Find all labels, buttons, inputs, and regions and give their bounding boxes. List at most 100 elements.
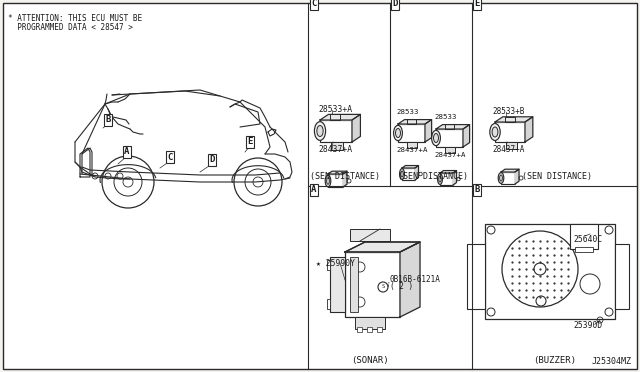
Bar bbox=[505, 117, 515, 122]
Bar bbox=[495, 122, 525, 142]
Text: 28437+A: 28437+A bbox=[492, 145, 524, 154]
Bar bbox=[377, 327, 382, 332]
Bar bbox=[615, 244, 629, 309]
Text: A: A bbox=[311, 186, 317, 195]
Text: C: C bbox=[167, 153, 173, 161]
Text: E: E bbox=[247, 138, 253, 147]
Bar bbox=[575, 247, 593, 252]
Bar bbox=[327, 299, 330, 309]
Ellipse shape bbox=[500, 175, 502, 181]
Polygon shape bbox=[345, 242, 420, 252]
Text: E: E bbox=[474, 0, 480, 9]
Circle shape bbox=[378, 282, 388, 292]
Text: 28437+A: 28437+A bbox=[434, 152, 465, 158]
Text: A: A bbox=[124, 148, 130, 157]
Bar bbox=[506, 142, 517, 149]
Ellipse shape bbox=[399, 169, 404, 179]
Text: 28437+A: 28437+A bbox=[318, 145, 352, 154]
Polygon shape bbox=[343, 171, 347, 187]
Bar bbox=[436, 129, 463, 147]
Bar bbox=[327, 260, 330, 270]
Text: ( 2 ): ( 2 ) bbox=[390, 282, 413, 292]
Bar bbox=[398, 124, 425, 142]
Bar bbox=[330, 114, 340, 120]
Bar bbox=[445, 147, 455, 153]
Text: 28437+A: 28437+A bbox=[396, 147, 428, 153]
Text: (SEN DISTANCE): (SEN DISTANCE) bbox=[398, 171, 468, 180]
Text: 25640C: 25640C bbox=[573, 234, 602, 244]
Ellipse shape bbox=[490, 124, 500, 141]
Ellipse shape bbox=[439, 176, 441, 182]
Bar bbox=[367, 327, 372, 332]
Polygon shape bbox=[453, 170, 456, 185]
Bar bbox=[357, 327, 362, 332]
Bar bbox=[331, 142, 343, 150]
Polygon shape bbox=[515, 169, 519, 184]
Polygon shape bbox=[525, 117, 532, 142]
Bar bbox=[345, 252, 400, 317]
Ellipse shape bbox=[433, 134, 438, 142]
Bar bbox=[407, 142, 417, 148]
Text: 28533+A: 28533+A bbox=[318, 106, 352, 115]
Text: (BUZZER): (BUZZER) bbox=[534, 356, 577, 365]
Ellipse shape bbox=[498, 173, 504, 183]
Text: 28533+B: 28533+B bbox=[492, 108, 524, 116]
Circle shape bbox=[580, 274, 600, 294]
Ellipse shape bbox=[326, 178, 330, 184]
Bar bbox=[467, 244, 485, 309]
Polygon shape bbox=[425, 120, 431, 142]
Ellipse shape bbox=[396, 128, 401, 138]
Text: 0B16B-6121A: 0B16B-6121A bbox=[390, 275, 441, 283]
Bar bbox=[350, 257, 358, 312]
Polygon shape bbox=[415, 166, 419, 180]
Text: * ATTENTION: THIS ECU MUST BE: * ATTENTION: THIS ECU MUST BE bbox=[8, 14, 142, 23]
Ellipse shape bbox=[492, 127, 498, 137]
Text: 28533: 28533 bbox=[434, 114, 456, 120]
Polygon shape bbox=[440, 170, 456, 173]
Ellipse shape bbox=[325, 175, 331, 187]
Ellipse shape bbox=[431, 130, 440, 146]
Bar bbox=[328, 174, 343, 187]
Bar bbox=[570, 224, 598, 249]
Text: B: B bbox=[106, 115, 111, 125]
Text: D: D bbox=[209, 155, 214, 164]
Text: S: S bbox=[381, 285, 385, 289]
Text: (SEN DISTANCE): (SEN DISTANCE) bbox=[522, 171, 592, 180]
Text: C: C bbox=[311, 0, 317, 9]
Bar bbox=[330, 257, 345, 312]
Ellipse shape bbox=[314, 122, 326, 140]
Ellipse shape bbox=[317, 125, 323, 137]
Text: 28533: 28533 bbox=[396, 109, 419, 115]
Bar bbox=[485, 224, 615, 319]
Text: PROGRAMMED DATA < 28547 >: PROGRAMMED DATA < 28547 > bbox=[8, 23, 133, 32]
Text: ★ 25990Y: ★ 25990Y bbox=[316, 260, 355, 269]
Bar bbox=[407, 119, 416, 124]
Polygon shape bbox=[463, 125, 470, 147]
Polygon shape bbox=[436, 125, 470, 129]
Ellipse shape bbox=[401, 171, 403, 177]
Text: D: D bbox=[392, 0, 397, 9]
Polygon shape bbox=[400, 242, 420, 317]
Polygon shape bbox=[402, 166, 419, 168]
Bar bbox=[440, 173, 453, 185]
Bar bbox=[445, 124, 454, 129]
Text: J25304MZ: J25304MZ bbox=[592, 357, 632, 366]
Polygon shape bbox=[495, 117, 532, 122]
Text: (SEN DISTANCE): (SEN DISTANCE) bbox=[310, 171, 380, 180]
Polygon shape bbox=[352, 115, 360, 142]
Ellipse shape bbox=[394, 125, 403, 141]
Bar bbox=[501, 172, 515, 184]
Polygon shape bbox=[328, 171, 347, 174]
Bar bbox=[320, 120, 352, 142]
Circle shape bbox=[534, 263, 546, 275]
Text: 25390D: 25390D bbox=[573, 321, 602, 330]
Text: B: B bbox=[474, 186, 480, 195]
Text: (SONAR): (SONAR) bbox=[351, 356, 389, 365]
Polygon shape bbox=[501, 169, 519, 172]
Circle shape bbox=[536, 296, 546, 306]
Ellipse shape bbox=[438, 174, 442, 185]
Bar bbox=[402, 168, 415, 180]
Bar bbox=[350, 229, 390, 241]
Bar bbox=[355, 317, 385, 329]
Polygon shape bbox=[398, 120, 431, 124]
